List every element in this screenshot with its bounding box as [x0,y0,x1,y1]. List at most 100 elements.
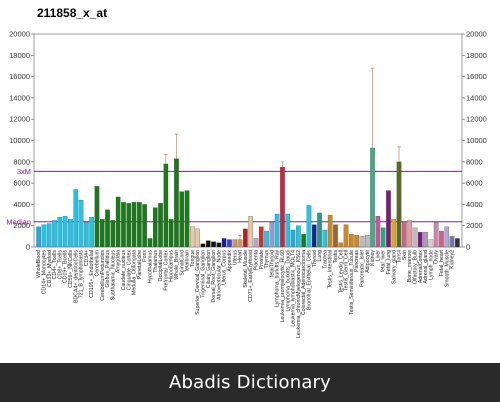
x-tick-label: Uterus_Corpus [222,250,228,285]
x-tick-label: Tonsil [397,250,403,263]
x-tick-label: Pancreas [354,250,360,272]
bar [349,234,354,248]
bar [227,239,232,248]
x-tick-label: Pons [142,250,148,262]
x-tick-label: Leukemia_chronicMyelogenous_K562 [296,250,302,338]
bar [131,202,137,248]
bar [280,167,285,248]
x-tick-label: CD14+_Monocytes [41,250,47,295]
bar [402,222,407,248]
y-tick-label-left: 4000 [13,200,30,209]
y-tick-label-right: 14000 [466,93,487,102]
bar [137,202,142,248]
bar [62,215,68,248]
y-axis-right: 0 2000 4000 6000 8000 10000 12000 14000 16000 180… [462,30,487,252]
bar [168,219,174,248]
x-tick-label: BDCA4+_dentriticCells [73,250,79,303]
bar [269,222,275,248]
bar [333,224,338,248]
x-tick-label: CD19+_Bcells [63,250,69,283]
bar [205,240,211,248]
x-tick-label: Trigeminal_Ganglion [200,250,206,298]
bar [243,228,248,248]
x-tick-label: Bone_marrow [407,250,413,283]
bar [327,214,333,248]
y-tick-label-left: 0 [26,243,30,252]
x-tick-label: Thyroid [312,250,318,267]
y-tick-label-right: 16000 [466,72,487,81]
bar [311,224,317,248]
x-tick-label: Placenta [253,250,259,270]
x-tick-label: Appendix [227,250,233,272]
y-tick-label-right: 10000 [466,136,487,145]
y-tick-label-right: 2000 [466,221,483,230]
x-tick-label: Lymph_node [428,250,434,280]
bar [142,204,147,248]
x-tick-label: 721_B_lymphoblasts [79,250,85,299]
bar [99,219,105,248]
bar [121,202,126,248]
bar [152,207,158,248]
x-tick-label: Thalamus [153,250,159,273]
bar [147,238,153,248]
bar [364,235,370,248]
bar [391,219,397,248]
bar [68,219,73,248]
x-tick-label: Fetal_lung [386,250,392,274]
x-tick-label: Testis_Seminiferous_Tubule [349,250,355,315]
x-tick-label: CD8+_Tcells [57,250,63,280]
bar [338,242,344,248]
y-tick-label-left: 2000 [13,221,30,230]
bar [46,223,52,248]
bar [52,220,57,248]
bar [433,222,439,248]
bar [110,220,116,248]
bar [306,205,312,248]
bar [343,224,349,248]
x-tick-label: Pancreatic_Islet [359,249,365,286]
y-tick-label-left: 10000 [9,136,30,145]
x-tick-label: Liver [375,250,381,262]
y-tick-label-right: 6000 [466,179,483,188]
x-tick-label: AdrenalCortex [418,250,424,284]
x-tick-label: Leukemia_promyelocytic_HL60 [280,250,286,322]
x-axis-labels: WholeBlood CD14+_Monocytes CD33+_Myeloid CD… [36,249,455,338]
bar [253,238,259,248]
bar [105,209,110,248]
y-tick-label-right: 18000 [466,51,487,60]
x-tick-label: Caudate_nucleus [121,250,127,291]
y-tick-label-right: 8000 [466,157,483,166]
x-tick-label: Kidney2 [450,250,456,269]
bar [322,229,328,248]
bar [285,213,291,248]
x-tick-label: Testis [333,250,339,264]
bar [248,215,253,248]
bar [449,236,455,248]
x-tick-label: OccipitalLobe [158,250,164,282]
bar [407,220,412,248]
x-tick-label: Ciliary_Ganglion [206,250,212,288]
x-tick-label: Uterus [232,250,238,266]
x-tick-label: fetal_liver [381,250,387,272]
x-tick-label: Medulla_Oblongata [132,250,138,295]
x-tick-label: CD56+_NKCells [68,250,74,288]
x-tick-label: Testis_Interstitial [328,250,334,288]
x-tick-label: Ovary [434,250,440,264]
y-tick-label-left: 18000 [9,51,30,60]
x-tick-label: Lymphoma_burkitts_Raji [275,250,281,307]
x-tick-label: CD105+_Endothelial [89,250,95,298]
x-tick-label: Skin [402,250,408,260]
x-tick-label: Testis_Germ_Cell [344,250,350,291]
x-tick-label: CerebellumPeduncles [100,250,106,301]
bar [380,227,386,248]
bar [41,224,47,248]
bar [274,213,280,248]
x-tick-label: Thymus [264,250,270,269]
x-tick-label: Globus_Pallidus [105,250,111,288]
bar [174,158,179,248]
bar [57,217,63,248]
x-tick-label: Adrenal_gland [423,250,429,284]
x-tick-label: Kidney [370,250,376,266]
x-tick-label: CD4+_Tcells [52,250,58,280]
